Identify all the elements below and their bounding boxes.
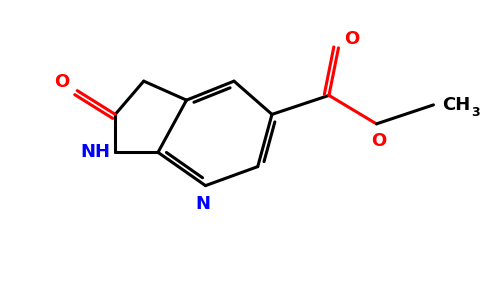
Text: O: O <box>54 73 70 91</box>
Text: O: O <box>371 131 386 149</box>
Text: CH: CH <box>442 96 470 114</box>
Text: NH: NH <box>80 143 110 161</box>
Text: N: N <box>196 195 211 213</box>
Text: O: O <box>344 30 360 48</box>
Text: 3: 3 <box>471 106 480 118</box>
